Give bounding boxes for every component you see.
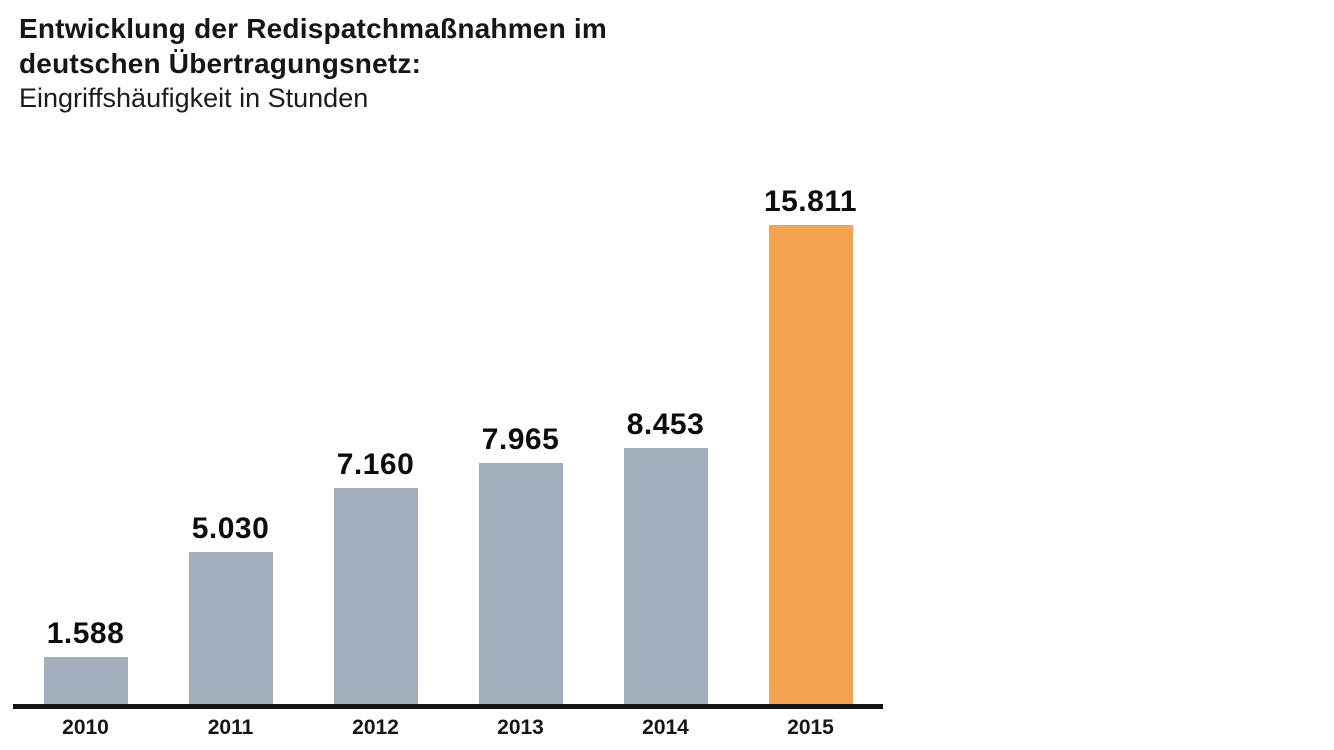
value-label-2011: 5.030 [191,512,270,545]
x-tick-label-2014: 2014 [642,716,689,739]
bar-2012 [334,488,418,705]
bar-chart: 1.588 5.030 7.160 7.965 8.453 15.811 2010 2011… [13,147,883,747]
value-label-2012: 7.160 [336,448,415,481]
value-label-2010: 1.588 [46,617,125,650]
plot-area: 1.588 5.030 7.160 7.965 8.453 15.811 [13,147,883,709]
chart-title-line-2: deutschen Übertragungsnetz: [19,48,422,79]
bar-2014 [624,448,708,705]
x-tick-label-2010: 2010 [62,716,109,739]
chart-title-block: Entwicklung der Redispatchmaßnahmen im d… [19,11,779,115]
value-label-2013: 7.965 [481,423,560,456]
bar-2013 [479,463,563,705]
x-tick-label-2015: 2015 [787,716,834,739]
x-axis-line [13,704,883,709]
bar-2015 [769,225,853,705]
value-label-2014: 8.453 [626,408,705,441]
x-axis-labels: 2010 2011 2012 2013 2014 2015 [13,714,883,747]
chart-subtitle: Eingriffshäufigkeit in Stunden [19,83,369,113]
x-tick-label-2011: 2011 [207,716,254,739]
x-tick-label-2013: 2013 [497,716,544,739]
bar-2010 [44,657,128,705]
chart-title-line-1: Entwicklung der Redispatchmaßnahmen im [19,13,607,44]
bar-2011 [189,552,273,705]
value-label-2015: 15.811 [763,185,858,218]
x-tick-label-2012: 2012 [352,716,399,739]
